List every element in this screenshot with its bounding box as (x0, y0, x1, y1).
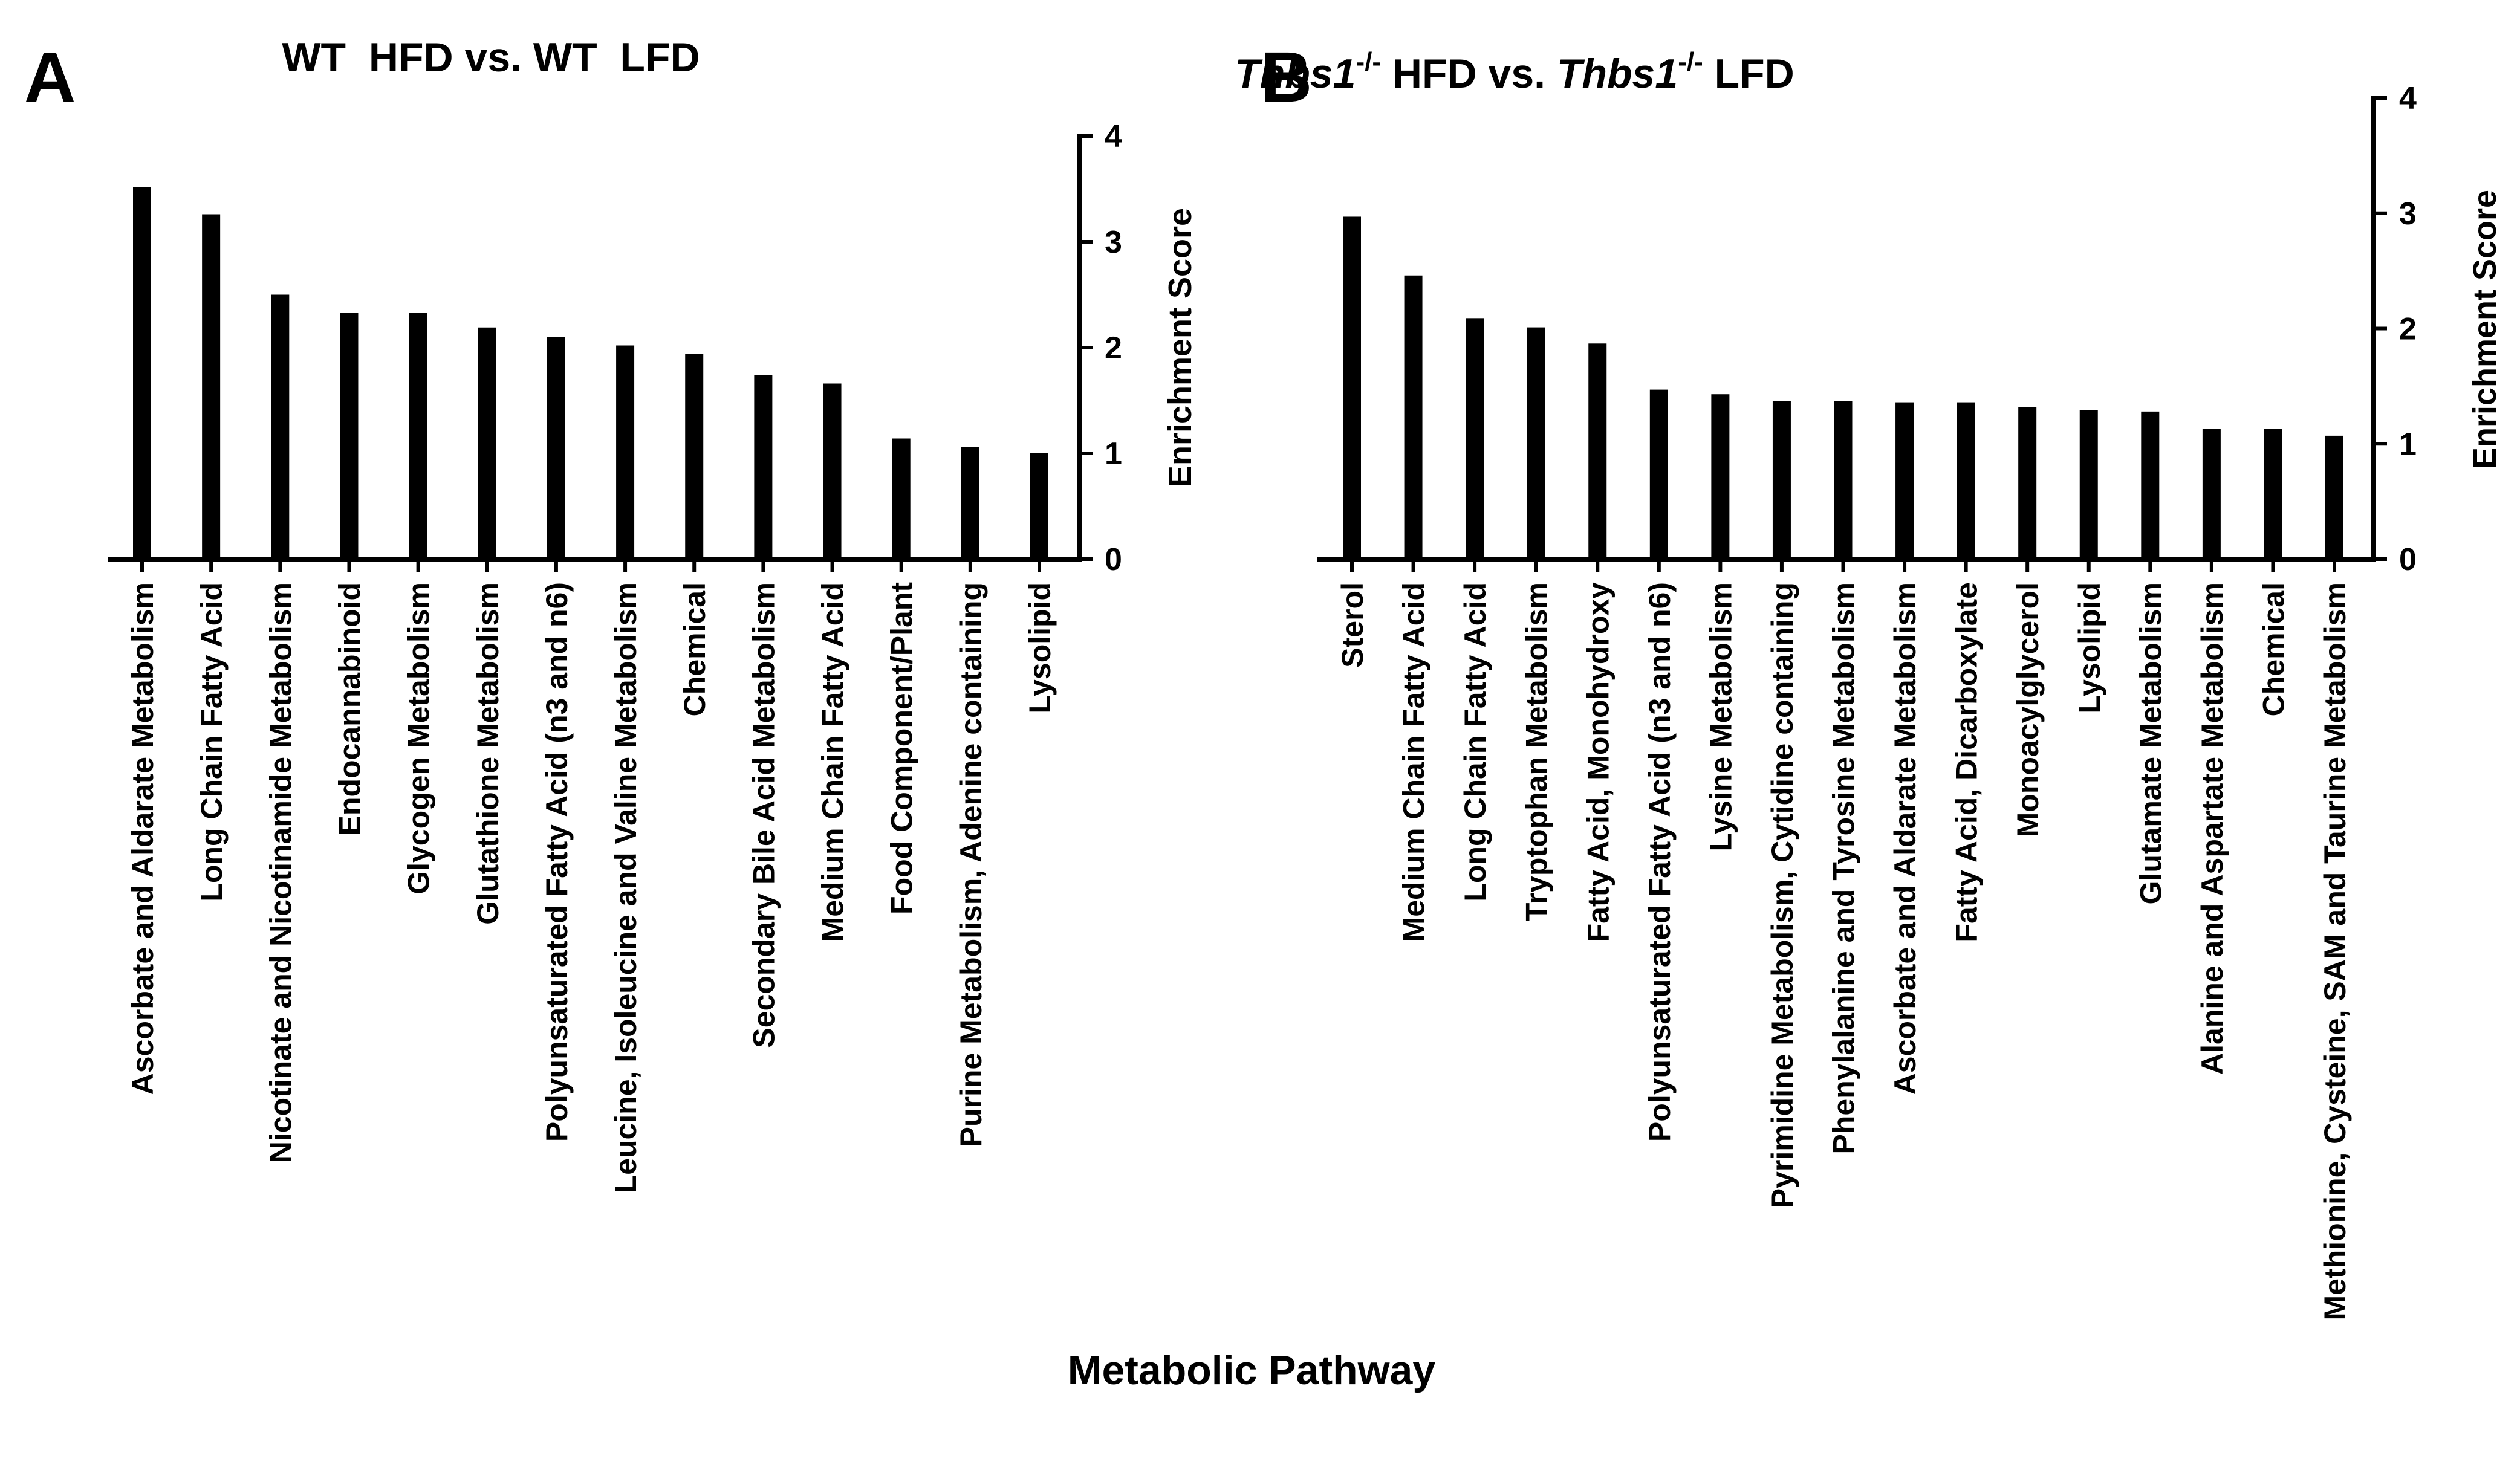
y-tick-label: 1 (1105, 436, 1122, 471)
bar (1895, 402, 1914, 559)
bar (616, 345, 635, 559)
bar (754, 375, 773, 559)
bar (133, 187, 151, 559)
bar (1466, 318, 1484, 559)
category-label: Monoacylglycerol (2011, 582, 2045, 837)
category-label: Glutamate Metabolism (2134, 582, 2168, 904)
y-tick-label: 3 (1105, 225, 1122, 260)
category-label: Pyrimidine Metabolism, Cytidine containi… (1765, 582, 1799, 1208)
bar (409, 313, 427, 559)
category-label: Ascorbate and Aldarate Metabolism (1888, 582, 1922, 1095)
category-label: Medium Chain Fatty Acid (1397, 582, 1431, 942)
category-label: Lysolipid (1023, 582, 1057, 714)
bar (2079, 410, 2098, 559)
bar (547, 337, 565, 559)
y-tick-label: 1 (2399, 427, 2417, 462)
bar (685, 354, 704, 559)
panel-b-title-sup-1: -/- (1356, 47, 1381, 77)
category-label: Medium Chain Fatty Acid (816, 582, 850, 942)
category-label: Chemical (2256, 582, 2290, 716)
category-label: Leucine, Isoleucine and Valine Metabolis… (609, 582, 643, 1193)
category-label: Sterol (1336, 582, 1369, 668)
bar (1030, 453, 1048, 559)
category-label: Methionine, Cysteine, SAM and Taurine Me… (2318, 582, 2352, 1320)
bar (2264, 429, 2282, 559)
panel-a-title: WT HFD vs. WT LFD (282, 34, 700, 80)
bar (1343, 216, 1361, 559)
panel-b-title-genotype-2: Thbs1 (1557, 51, 1678, 97)
category-label: Endocannabinoid (333, 582, 366, 835)
y-tick-label: 4 (1105, 119, 1122, 154)
bar (2325, 435, 2343, 559)
category-label: Polyunsaturated Fatty Acid (n3 and n6) (540, 582, 574, 1142)
bar (478, 327, 496, 559)
category-label: Secondary Bile Acid Metabolism (747, 582, 781, 1048)
category-label: Phenylalanine and Tyrosine Metabolism (1827, 582, 1861, 1154)
panel-b-label: B (1261, 37, 1312, 117)
bar (2202, 429, 2221, 559)
y-tick-label: 3 (2399, 196, 2417, 232)
bar (1834, 401, 1853, 559)
y-tick-label: 2 (1105, 331, 1122, 366)
bar (2018, 407, 2037, 559)
category-label: Polyunsaturated Fatty Acid (n3 and n6) (1643, 582, 1677, 1142)
category-label: Nicotinate and Nicotinamide Metabolism (264, 582, 297, 1163)
bar (1957, 402, 1975, 559)
panel-b-title: Thbs1-/- HFD vs. Thbs1-/- LFD (1235, 47, 1794, 97)
category-label: Food Component/Plant (885, 582, 919, 915)
panel-b-title-genotype-1: Thbs1 (1235, 51, 1356, 97)
y-tick-label: 0 (2399, 542, 2417, 577)
category-label: Ascorbate and Aldarate Metabolism (126, 582, 160, 1095)
panel-b-ylabel: Enrichment Score (2467, 190, 2503, 469)
category-label: Glycogen Metabolism (402, 582, 436, 895)
bar (1711, 394, 1730, 559)
bar (2141, 411, 2160, 559)
panel-b-plot: 0 1 2 3 4 Sterol Medium Chain Fatty Acid Long C… (1317, 81, 2417, 1320)
panel-b-title-mid: HFD vs. (1381, 51, 1557, 97)
category-label: Long Chain Fatty Acid (195, 582, 229, 902)
bar (1404, 275, 1423, 559)
bar (271, 294, 290, 559)
panel-a-ylabel: Enrichment Score (1162, 208, 1198, 487)
common-xlabel: Metabolic Pathway (1068, 1347, 1436, 1393)
category-label: Chemical (678, 582, 712, 716)
bar (1527, 327, 1545, 559)
category-label: Tryptophan Metabolism (1520, 582, 1554, 921)
panel-a-label: A (24, 37, 76, 117)
panel-b-title-sup-2: -/- (1678, 47, 1703, 77)
bar (961, 447, 979, 559)
category-label: Fatty Acid, Monohydroxy (1581, 582, 1615, 942)
bar (202, 214, 221, 559)
bar (823, 383, 842, 559)
category-label: Lysolipid (2073, 582, 2106, 714)
bar (892, 438, 911, 559)
category-label: Fatty Acid, Dicarboxylate (1950, 582, 1984, 942)
panel-a-plot: 0 1 2 3 4 Ascorbate and Aldarate Metabolism Lo… (108, 119, 1122, 1193)
category-label: Lysine Metabolism (1704, 582, 1738, 851)
y-tick-label: 4 (2399, 81, 2417, 116)
y-tick-label: 0 (1105, 542, 1122, 577)
bar (1649, 389, 1668, 559)
bar (1772, 401, 1791, 559)
bar (1588, 343, 1607, 559)
category-label: Alanine and Aspartate Metabolism (2195, 582, 2229, 1075)
category-label: Glutathione Metabolism (471, 582, 505, 925)
category-label: Purine Metabolism, Adenine containing (954, 582, 988, 1147)
y-tick-label: 2 (2399, 312, 2417, 347)
bar (340, 313, 359, 559)
category-label: Long Chain Fatty Acid (1458, 582, 1492, 902)
panel-b-title-end: LFD (1703, 51, 1794, 97)
